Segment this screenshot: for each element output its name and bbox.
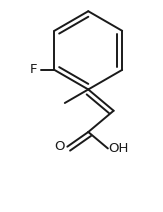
Text: OH: OH	[108, 142, 129, 155]
Text: F: F	[30, 63, 37, 76]
Text: O: O	[55, 140, 65, 153]
